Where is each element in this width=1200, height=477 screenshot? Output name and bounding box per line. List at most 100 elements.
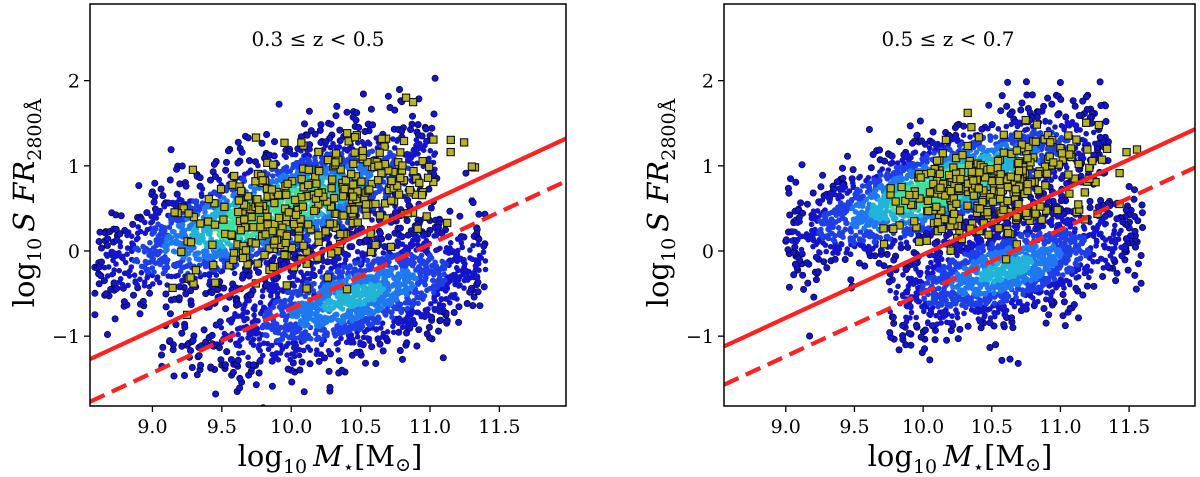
left-quiescent-point (325, 347, 332, 354)
left-star-forming-point (265, 171, 271, 177)
right-star-forming-point (857, 188, 863, 194)
left-quiescent-point (413, 342, 421, 350)
left-yellow-square (371, 240, 380, 250)
right-star-forming-point (910, 150, 917, 156)
left-star-forming-point (305, 107, 313, 115)
right-star-forming-point (786, 211, 794, 219)
left-quiescent-point (333, 311, 340, 318)
left-star-forming-point (317, 121, 325, 129)
left-quiescent-point (441, 271, 447, 278)
left-yellow-square (298, 202, 308, 211)
left-star-forming-point (238, 148, 246, 156)
left-star-forming-point (98, 244, 106, 252)
left-quiescent-point (236, 384, 244, 392)
left-quiescent-point (288, 378, 296, 386)
left-yellow-square (274, 190, 283, 199)
left-star-forming-point (220, 284, 228, 292)
left-quiescent-point (348, 243, 356, 251)
left-yellow-square (331, 149, 341, 158)
left-yellow-square (270, 236, 279, 245)
left-quiescent-point (476, 302, 484, 310)
left-quiescent-point (439, 258, 446, 265)
left-yellow-square (287, 243, 297, 253)
left-yellow-square (203, 217, 213, 226)
right-star-forming-point (843, 152, 851, 160)
left-quiescent-point (342, 256, 349, 263)
left-yellow-square (350, 133, 360, 142)
left-star-forming-point (150, 198, 158, 206)
right-star-forming-point (844, 246, 851, 252)
left-star-forming-point (366, 141, 373, 147)
left-star-forming-point (178, 162, 186, 170)
left-yellow-square (296, 215, 305, 224)
right-star-forming-point (1097, 102, 1105, 110)
left-quiescent-point (388, 254, 395, 261)
right-star-forming-point (1102, 118, 1110, 126)
right-star-forming-point (1052, 124, 1058, 130)
left-quiescent-point (274, 290, 281, 297)
left-quiescent-point (456, 212, 464, 220)
right-star-forming-point (908, 139, 916, 147)
left-quiescent-point (449, 292, 455, 298)
left-yellow-square (467, 162, 477, 171)
left-star-forming-point (427, 147, 434, 154)
left-yellow-square (179, 204, 188, 213)
left-quiescent-point (360, 334, 367, 341)
right-star-forming-point (785, 189, 793, 197)
left-star-forming-point (138, 269, 145, 276)
left-quiescent-point (315, 306, 322, 313)
right-star-forming-point (877, 172, 884, 178)
left-star-forming-point (195, 250, 202, 256)
left-star-forming-point (102, 290, 110, 298)
left-quiescent-point (287, 356, 294, 363)
left-quiescent-point (455, 303, 463, 311)
left-quiescent-point (335, 339, 342, 346)
left-star-forming-point (270, 173, 276, 179)
right-star-forming-point (960, 122, 968, 130)
right-star-forming-point (883, 233, 890, 240)
left-quiescent-point (378, 235, 386, 243)
left-quiescent-point (376, 229, 384, 237)
left-star-forming-point (422, 125, 430, 133)
left-quiescent-point (250, 361, 258, 369)
left-star-forming-point (179, 197, 185, 204)
right-star-forming-point (1079, 136, 1086, 143)
left-quiescent-point (207, 363, 215, 371)
left-star-forming-point (432, 166, 438, 173)
left-star-forming-point (332, 112, 340, 120)
left-quiescent-point (443, 296, 449, 302)
left-star-forming-point (201, 271, 208, 278)
left-star-forming-point (246, 157, 254, 165)
right-star-forming-point (1054, 111, 1062, 119)
left-yellow-square (228, 180, 237, 189)
right-star-forming-point (998, 92, 1006, 100)
left-plot-area (90, 74, 566, 406)
left-quiescent-point (289, 351, 295, 357)
right-star-forming-point (960, 132, 967, 138)
left-yellow-square (365, 185, 374, 194)
left-star-forming-point (125, 282, 131, 289)
left-quiescent-point (315, 357, 323, 365)
left-star-forming-point (164, 243, 170, 249)
right-star-forming-point (894, 160, 901, 166)
left-star-forming-point (122, 259, 129, 266)
left-star-forming-point (222, 166, 230, 174)
left-quiescent-point (268, 256, 276, 264)
left-quiescent-point (438, 296, 445, 302)
left-quiescent-point (436, 301, 443, 307)
left-quiescent-point (285, 340, 292, 347)
left-star-forming-point (136, 310, 144, 318)
left-quiescent-point (482, 258, 489, 264)
right-star-forming-point (921, 140, 929, 148)
right-star-forming-point (808, 221, 815, 228)
left-star-forming-point (198, 193, 205, 200)
left-quiescent-point (428, 301, 434, 307)
right-star-forming-point (1042, 119, 1048, 125)
right-star-forming-point (967, 214, 974, 220)
right-star-forming-point (1017, 106, 1025, 114)
left-star-forming-point (390, 136, 396, 142)
left-star-forming-point (159, 192, 167, 200)
right-star-forming-point (823, 264, 831, 272)
left-quiescent-point (379, 320, 386, 327)
